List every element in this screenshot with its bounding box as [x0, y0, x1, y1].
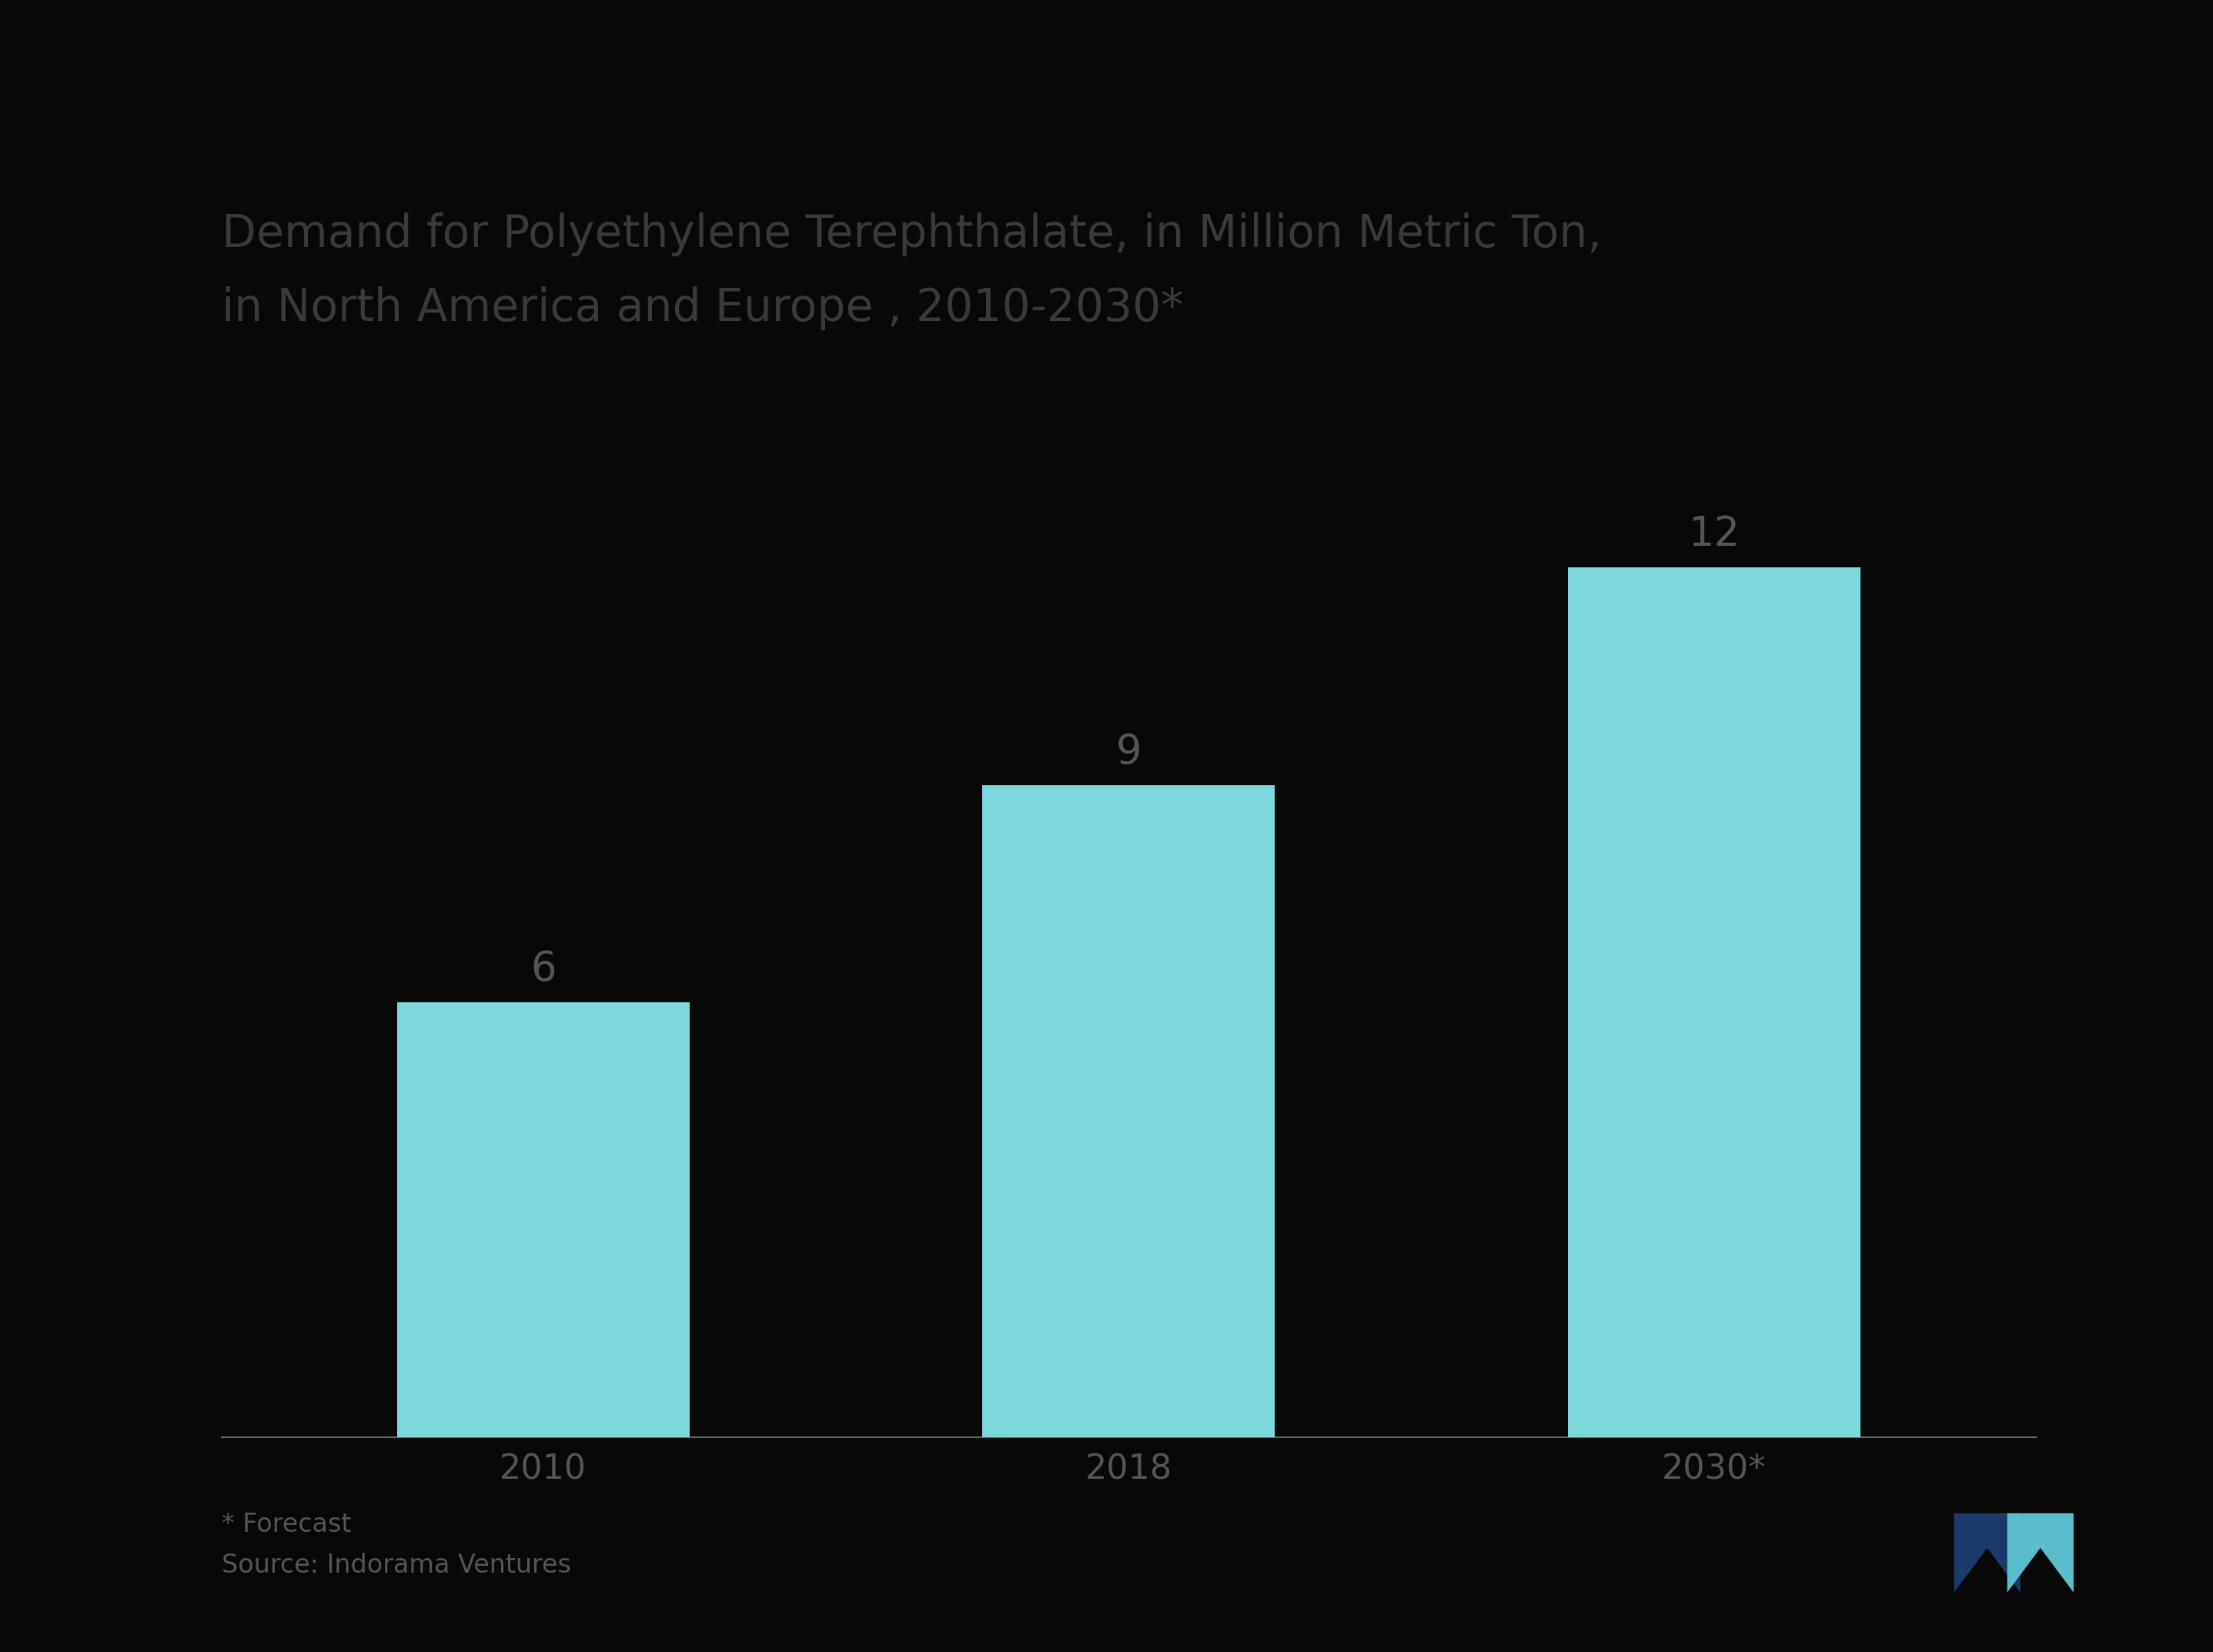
Text: * Forecast: * Forecast	[221, 1512, 352, 1536]
Polygon shape	[2007, 1513, 2074, 1593]
Bar	[1567, 568, 1861, 1437]
Polygon shape	[1954, 1513, 2020, 1593]
Text: in North America and Europe , 2010-2030*: in North America and Europe , 2010-2030*	[221, 286, 1184, 330]
Text: Demand for Polyethylene Terephthalate, in Million Metric Ton,: Demand for Polyethylene Terephthalate, i…	[221, 211, 1602, 256]
Bar	[396, 1003, 690, 1437]
Bar	[983, 785, 1275, 1437]
Text: 6: 6	[531, 950, 555, 990]
Text: Source: Indorama Ventures: Source: Indorama Ventures	[221, 1553, 571, 1578]
Text: 9: 9	[1115, 732, 1142, 771]
Text: 12: 12	[1689, 514, 1739, 555]
